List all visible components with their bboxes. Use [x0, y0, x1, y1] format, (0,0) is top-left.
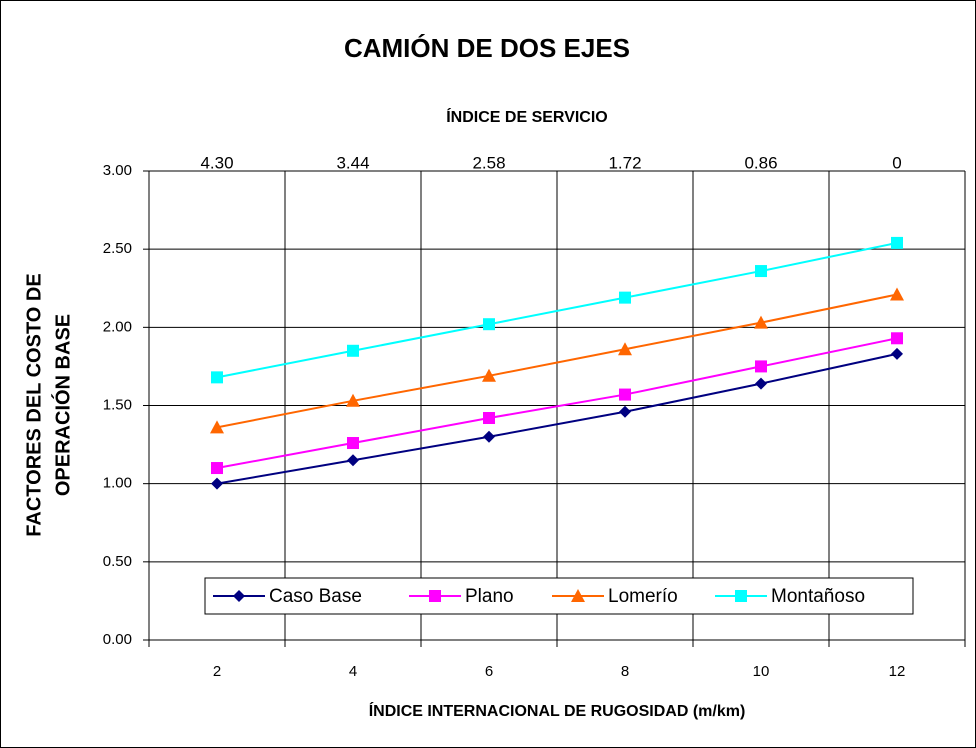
y-axis-title: FACTORES DEL COSTO DE: [23, 273, 45, 536]
marker: [233, 590, 245, 602]
series-line: [216, 293, 898, 429]
marker: [210, 420, 224, 434]
marker: [891, 236, 903, 249]
marker: [618, 342, 632, 356]
marker: [211, 462, 223, 475]
marker: [755, 377, 767, 390]
marker: [891, 347, 903, 360]
marker: [890, 287, 904, 301]
y-axis-title: OPERACIÓN BASE: [50, 314, 74, 496]
marker: [755, 360, 767, 373]
marker: [211, 477, 223, 490]
legend-label: Caso Base: [269, 586, 362, 607]
x-tick-label: 10: [753, 663, 770, 680]
x-tick-label: 4: [349, 663, 357, 680]
x2-tick-label: 4.30: [200, 153, 233, 172]
series-line: [216, 337, 898, 470]
y-tick-label: 0.50: [103, 553, 132, 570]
marker: [347, 344, 359, 357]
marker: [211, 371, 223, 384]
y-tick-label: 1.00: [103, 475, 132, 492]
marker: [571, 589, 585, 602]
marker: [482, 368, 496, 382]
marker: [347, 437, 359, 450]
marker: [619, 388, 631, 401]
x-axis-title: ÍNDICE INTERNACIONAL DE RUGOSIDAD (m/km): [369, 701, 746, 720]
x2-tick-label: 2.58: [472, 153, 505, 172]
x2-tick-label: 1.72: [608, 153, 641, 172]
y-tick-label: 0.00: [103, 631, 132, 648]
y-tick-label: 2.00: [103, 318, 132, 335]
marker: [429, 590, 441, 602]
marker: [483, 412, 495, 425]
series-line: [216, 241, 898, 379]
chart-title: CAMIÓN DE DOS EJES: [344, 33, 630, 63]
marker: [755, 265, 767, 278]
x2-axis-title: ÍNDICE DE SERVICIO: [446, 107, 608, 126]
x2-tick-label: 3.44: [336, 153, 369, 172]
x-tick-label: 2: [213, 663, 221, 680]
x2-tick-label: 0.86: [744, 153, 777, 172]
x-tick-label: 12: [889, 663, 906, 680]
legend-label: Montañoso: [771, 586, 865, 607]
legend-label: Lomerío: [608, 586, 678, 607]
y-tick-label: 3.00: [103, 162, 132, 179]
marker: [619, 405, 631, 418]
marker: [483, 430, 495, 443]
y-tick-label: 1.50: [103, 396, 132, 413]
x-tick-label: 8: [621, 663, 629, 680]
marker: [483, 318, 495, 331]
marker: [347, 454, 359, 467]
marker: [891, 332, 903, 345]
x-tick-label: 6: [485, 663, 493, 680]
y-tick-label: 2.50: [103, 240, 132, 257]
marker: [754, 315, 768, 329]
x2-tick-label: 0: [892, 153, 901, 172]
marker: [346, 393, 360, 407]
marker: [735, 590, 747, 602]
legend-label: Plano: [465, 586, 514, 607]
marker: [619, 291, 631, 304]
series-line: [216, 352, 898, 485]
